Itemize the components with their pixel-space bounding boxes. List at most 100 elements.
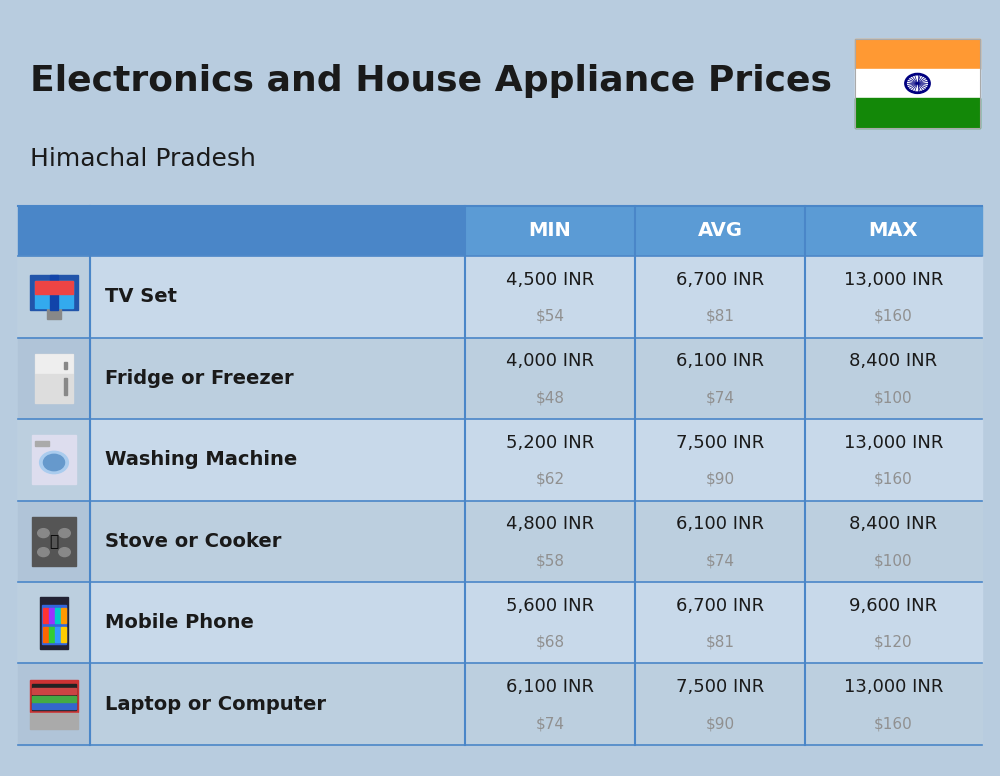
Text: $62: $62 (535, 472, 565, 487)
Text: Laptop or Computer: Laptop or Computer (105, 695, 326, 714)
Text: $90: $90 (705, 716, 735, 731)
Text: $68: $68 (535, 635, 565, 650)
Text: 4,500 INR: 4,500 INR (506, 271, 594, 289)
Text: 13,000 INR: 13,000 INR (844, 271, 943, 289)
Bar (18, 256, 982, 338)
Text: AVG: AVG (698, 221, 742, 241)
Bar (855, 39, 980, 128)
Bar (32, 688, 76, 695)
Text: $81: $81 (706, 309, 734, 324)
Bar (18, 501, 90, 582)
Bar (35, 354, 73, 373)
Text: MAX: MAX (869, 221, 918, 241)
Bar (55, 626, 60, 642)
Text: $58: $58 (536, 553, 564, 568)
Text: $100: $100 (874, 553, 913, 568)
Text: 4,000 INR: 4,000 INR (506, 352, 594, 370)
Bar (18, 663, 982, 745)
Text: 5,200 INR: 5,200 INR (506, 434, 594, 452)
Bar (18, 419, 90, 501)
Bar (32, 435, 76, 484)
Bar (61, 626, 66, 642)
Text: 13,000 INR: 13,000 INR (844, 678, 943, 696)
Bar (32, 517, 76, 566)
Circle shape (38, 548, 49, 556)
Text: $160: $160 (874, 309, 913, 324)
Text: 9,600 INR: 9,600 INR (849, 597, 938, 615)
Bar (49, 608, 54, 622)
Bar (64, 379, 67, 395)
Bar (18, 256, 90, 338)
Text: 13,000 INR: 13,000 INR (844, 434, 943, 452)
Bar (35, 281, 73, 308)
Bar (50, 275, 58, 310)
Bar (18, 206, 465, 256)
Text: Himachal Pradesh: Himachal Pradesh (30, 147, 256, 171)
Text: 🔥: 🔥 (49, 534, 59, 549)
Text: 6,100 INR: 6,100 INR (506, 678, 594, 696)
Text: Fridge or Freezer: Fridge or Freezer (105, 369, 294, 388)
Text: 8,400 INR: 8,400 INR (849, 515, 938, 533)
Text: TV Set: TV Set (105, 287, 177, 307)
Circle shape (38, 528, 49, 538)
Circle shape (59, 548, 70, 556)
Bar (18, 419, 982, 501)
Text: $100: $100 (874, 390, 913, 405)
Bar (32, 684, 76, 710)
Bar (855, 99, 980, 128)
Bar (35, 281, 73, 294)
Bar (43, 608, 48, 622)
Text: MIN: MIN (529, 221, 571, 241)
Bar (32, 702, 76, 708)
Bar (30, 680, 78, 712)
Text: 8,400 INR: 8,400 INR (849, 352, 938, 370)
Text: 6,100 INR: 6,100 INR (676, 352, 764, 370)
Text: $120: $120 (874, 635, 913, 650)
Bar (35, 354, 73, 403)
Bar (18, 582, 90, 663)
Circle shape (40, 452, 68, 473)
Text: $74: $74 (536, 716, 564, 731)
Text: Electronics and House Appliance Prices: Electronics and House Appliance Prices (30, 64, 832, 99)
Circle shape (59, 528, 70, 538)
Bar (855, 68, 980, 99)
Text: 6,700 INR: 6,700 INR (676, 271, 764, 289)
Bar (35, 441, 49, 446)
Bar (18, 663, 90, 745)
Bar (30, 713, 78, 729)
Bar (18, 338, 90, 419)
Bar (47, 310, 61, 319)
Text: 7,500 INR: 7,500 INR (676, 678, 764, 696)
Bar (18, 582, 982, 663)
Bar (49, 626, 54, 642)
Text: 7,500 INR: 7,500 INR (676, 434, 764, 452)
Text: $81: $81 (706, 635, 734, 650)
Text: $54: $54 (536, 309, 564, 324)
Text: $74: $74 (706, 553, 734, 568)
Bar (55, 608, 60, 622)
Text: 5,600 INR: 5,600 INR (506, 597, 594, 615)
Bar (855, 39, 980, 68)
Text: $160: $160 (874, 716, 913, 731)
Bar (64, 362, 67, 369)
Bar (30, 275, 78, 310)
Text: Washing Machine: Washing Machine (105, 450, 297, 469)
Bar (61, 608, 66, 622)
Circle shape (43, 454, 65, 471)
Bar (465, 206, 982, 256)
Text: $160: $160 (874, 472, 913, 487)
Bar (32, 695, 76, 702)
Text: 6,700 INR: 6,700 INR (676, 597, 764, 615)
Bar (18, 501, 982, 582)
Text: Mobile Phone: Mobile Phone (105, 613, 254, 632)
Bar (43, 626, 48, 642)
Text: $74: $74 (706, 390, 734, 405)
Bar (42, 605, 66, 644)
Text: 6,100 INR: 6,100 INR (676, 515, 764, 533)
Text: $48: $48 (536, 390, 564, 405)
Bar (18, 338, 982, 419)
Bar (40, 597, 68, 649)
Text: $90: $90 (705, 472, 735, 487)
Text: 4,800 INR: 4,800 INR (506, 515, 594, 533)
Text: Stove or Cooker: Stove or Cooker (105, 532, 281, 551)
